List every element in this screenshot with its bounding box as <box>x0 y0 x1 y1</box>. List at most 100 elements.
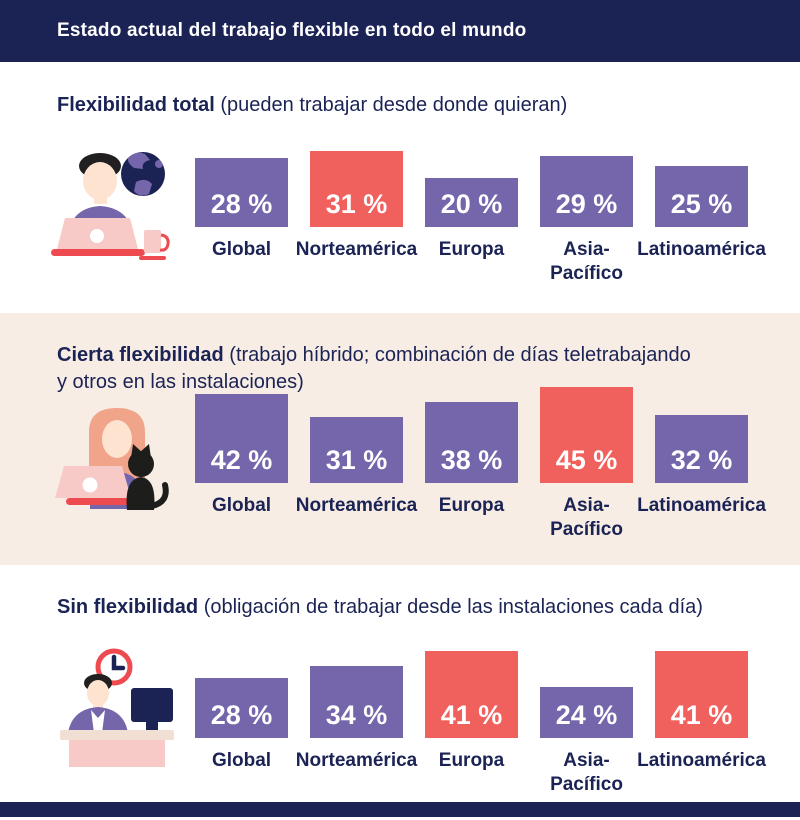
office-worker-desk-icon <box>46 645 181 772</box>
chart-column: 42 % Global <box>184 387 299 542</box>
section-title-sub: (trabajo híbrido; combinación de días te… <box>57 344 691 393</box>
bar-europa: 41 % <box>425 651 518 738</box>
chart-column: 31 % Norteamérica <box>295 151 418 286</box>
chart-column: 25 % Latinoamérica <box>637 151 766 286</box>
bar-area: 34 % <box>299 651 414 738</box>
bar-value: 41 % <box>670 700 733 730</box>
bar-value: 42 % <box>210 445 273 475</box>
bar-area: 41 % <box>414 651 529 738</box>
bar-global: 42 % <box>195 394 288 483</box>
bar-value: 34 % <box>325 700 388 730</box>
bar-value: 31 % <box>325 445 388 475</box>
bar-area: 25 % <box>644 151 759 227</box>
bar-value: 41 % <box>440 700 503 730</box>
worker-laptop-globe-icon <box>40 144 175 271</box>
bar-value: 24 % <box>555 700 618 730</box>
bar-asia-pac-fico: 29 % <box>540 156 633 227</box>
cat-icon <box>126 444 169 510</box>
chart-column: 41 % Latinoamérica <box>637 651 766 797</box>
header-bar: Estado actual del trabajo flexible en to… <box>0 0 800 62</box>
laptop-icon <box>51 218 145 256</box>
chart-column: 31 % Norteamérica <box>295 387 418 542</box>
bar-label: Global <box>211 495 272 516</box>
chart-column: 28 % Global <box>184 151 299 286</box>
header-title: Estado actual del trabajo flexible en to… <box>57 20 527 41</box>
bar-latinoam-rica: 41 % <box>655 651 748 738</box>
bar-value: 29 % <box>555 189 618 219</box>
bar-europa: 38 % <box>425 402 518 483</box>
section-title-bold: Flexibilidad total <box>57 94 215 116</box>
chart-flexibilidad-total: 28 % Global 31 % Norteamérica 20 % Europa 29 %… <box>184 151 766 286</box>
section-title-bold: Sin flexibilidad <box>57 596 199 618</box>
bar-value: 28 % <box>210 189 273 219</box>
chart-column: 38 % Europa <box>414 387 529 542</box>
section-title-flexibilidad-total: Flexibilidad total (pueden trabajar desd… <box>57 92 747 119</box>
section-title-sin-flexibilidad: Sin flexibilidad (obligación de trabajar… <box>57 594 747 621</box>
bar-area: 29 % <box>529 151 644 227</box>
bar-value: 25 % <box>670 189 733 219</box>
chart-column: 45 % Asia- Pacífico <box>529 387 644 542</box>
bar-area: 28 % <box>184 651 299 738</box>
bar-area: 41 % <box>644 651 759 738</box>
bar-value: 32 % <box>670 445 733 475</box>
chart-column: 20 % Europa <box>414 151 529 286</box>
bar-label: Latinoamérica <box>637 239 766 260</box>
bar-label: Asia- Pacífico <box>550 239 623 284</box>
bar-area: 42 % <box>184 387 299 483</box>
bar-label: Norteamérica <box>295 750 418 771</box>
bar-value: 31 % <box>325 189 388 219</box>
chart-column: 24 % Asia- Pacífico <box>529 651 644 797</box>
monitor-icon <box>131 688 173 732</box>
bar-value: 20 % <box>440 189 503 219</box>
chart-cierta-flexibilidad: 42 % Global 31 % Norteamérica 38 % Europa 45 %… <box>184 387 766 542</box>
bar-label: Latinoamérica <box>637 495 766 516</box>
bar-label: Norteamérica <box>295 239 418 260</box>
globe-icon <box>121 152 165 196</box>
bar-norteam-rica: 34 % <box>310 666 403 738</box>
bar-asia-pac-fico: 45 % <box>540 387 633 483</box>
bar-global: 28 % <box>195 158 288 227</box>
bar-label: Asia- Pacífico <box>550 495 623 540</box>
bar-area: 32 % <box>644 387 759 483</box>
section-title-sub: (obligación de trabajar desde las instal… <box>203 596 703 618</box>
chart-sin-flexibilidad: 28 % Global 34 % Norteamérica 41 % Europa 24 %… <box>184 651 766 797</box>
bar-value: 38 % <box>440 445 503 475</box>
bar-norteam-rica: 31 % <box>310 151 403 227</box>
bar-area: 45 % <box>529 387 644 483</box>
chart-column: 41 % Europa <box>414 651 529 797</box>
bar-label: Latinoamérica <box>637 750 766 771</box>
clock-icon <box>95 648 133 686</box>
chart-column: 28 % Global <box>184 651 299 797</box>
laptop-icon <box>55 466 136 505</box>
bar-label: Europa <box>438 239 505 260</box>
woman-cat-laptop-icon <box>46 397 186 527</box>
bar-area: 31 % <box>299 387 414 483</box>
chart-column: 29 % Asia- Pacífico <box>529 151 644 286</box>
bar-value: 28 % <box>210 700 273 730</box>
bar-label: Europa <box>438 750 505 771</box>
bar-area: 24 % <box>529 651 644 738</box>
bar-label: Asia- Pacífico <box>550 750 623 795</box>
bar-label: Global <box>211 239 272 260</box>
bar-area: 28 % <box>184 151 299 227</box>
bar-label: Global <box>211 750 272 771</box>
desk-icon <box>60 730 174 767</box>
bar-label: Europa <box>438 495 505 516</box>
bar-norteam-rica: 31 % <box>310 417 403 483</box>
bar-label: Norteamérica <box>295 495 418 516</box>
chart-column: 32 % Latinoamérica <box>637 387 766 542</box>
chart-column: 34 % Norteamérica <box>295 651 418 797</box>
section-title-cierta-flexibilidad: Cierta flexibilidad (trabajo híbrido; co… <box>57 342 747 396</box>
bar-area: 31 % <box>299 151 414 227</box>
mug-icon <box>139 230 170 260</box>
bar-latinoam-rica: 32 % <box>655 415 748 483</box>
bar-value: 45 % <box>555 445 618 475</box>
bar-global: 28 % <box>195 678 288 738</box>
bar-europa: 20 % <box>425 178 518 227</box>
section-title-bold: Cierta flexibilidad <box>57 344 224 366</box>
section-title-sub: (pueden trabajar desde donde quieran) <box>220 94 568 116</box>
bar-asia-pac-fico: 24 % <box>540 687 633 738</box>
bar-area: 38 % <box>414 387 529 483</box>
bar-latinoam-rica: 25 % <box>655 166 748 227</box>
